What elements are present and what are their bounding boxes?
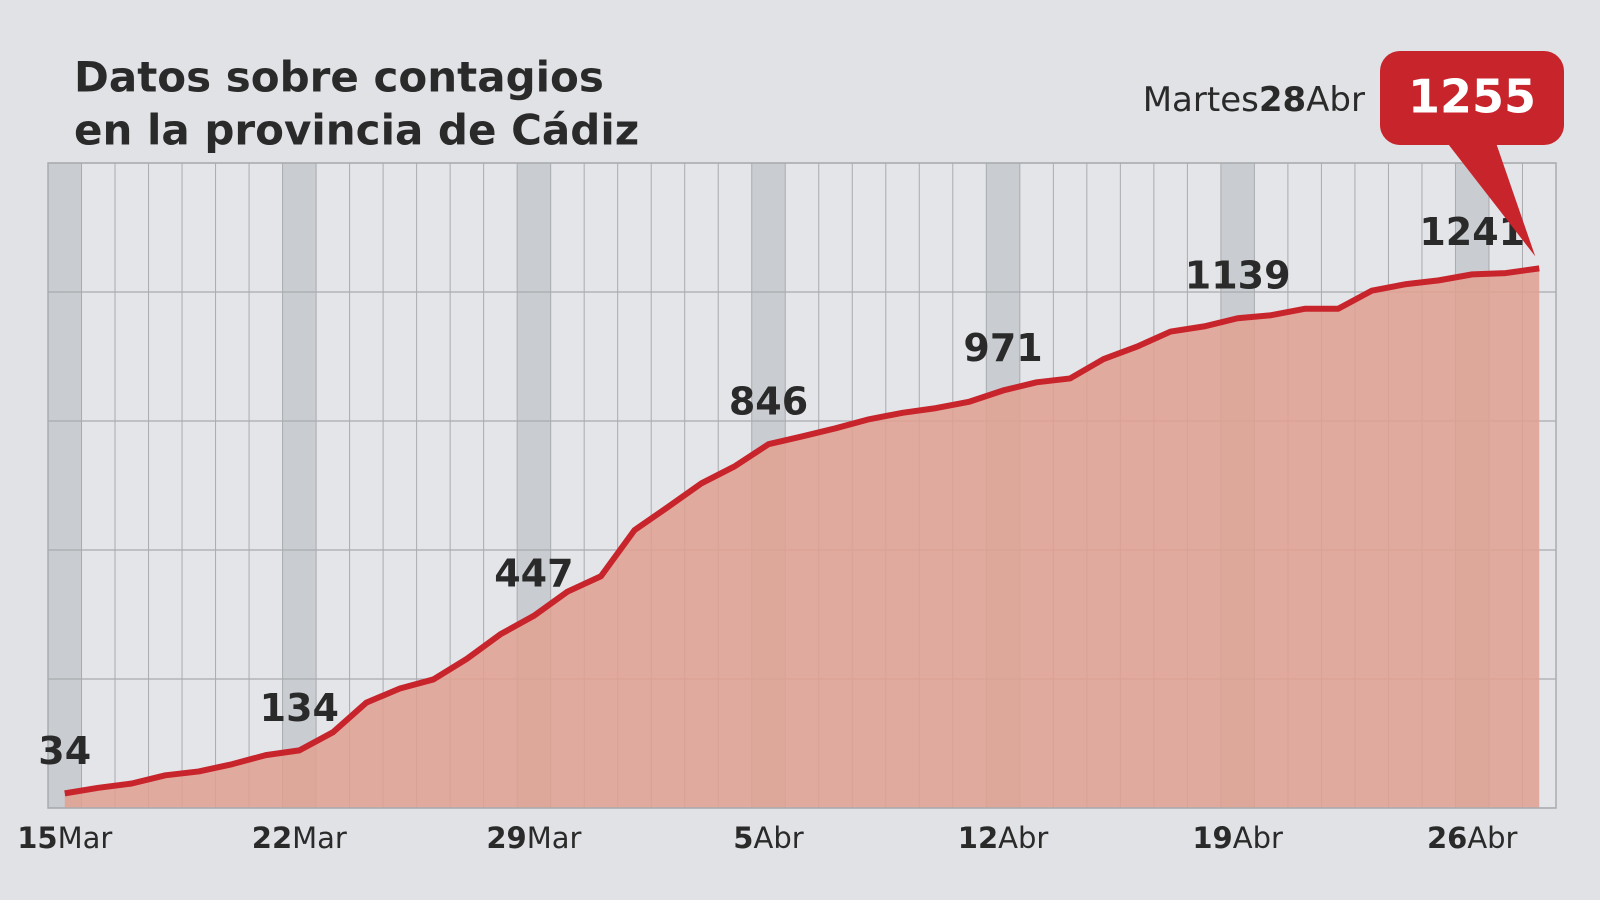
x-tick-label: 12Abr	[958, 821, 1049, 855]
data-label: 134	[260, 686, 339, 730]
week-band	[48, 163, 82, 808]
x-tick-label: 19Abr	[1192, 821, 1283, 855]
week-band	[282, 163, 317, 808]
callout-value: 1255	[1408, 70, 1536, 124]
x-tick-label: 22Mar	[252, 821, 347, 855]
data-label: 846	[729, 380, 808, 424]
data-label: 1139	[1185, 254, 1291, 298]
line	[64, 265, 1540, 797]
x-tick-label: 5Abr	[733, 821, 803, 855]
plot-border	[47, 162, 1557, 809]
x-tick-label: 15Mar	[17, 821, 112, 855]
area	[64, 268, 1540, 809]
callout-box	[1380, 51, 1564, 145]
chart-title: en la provincia de Cádiz	[74, 106, 639, 155]
data-label: 971	[963, 326, 1042, 370]
callout-pointer	[1445, 140, 1536, 257]
x-tick-label: 29Mar	[486, 821, 581, 855]
callout-date: Martes28Abr	[1143, 80, 1365, 120]
chart-title: Datos sobre contagios	[74, 53, 604, 102]
data-label: 447	[494, 551, 573, 595]
data-label: 34	[38, 729, 91, 773]
x-tick-label: 26Abr	[1427, 821, 1518, 855]
